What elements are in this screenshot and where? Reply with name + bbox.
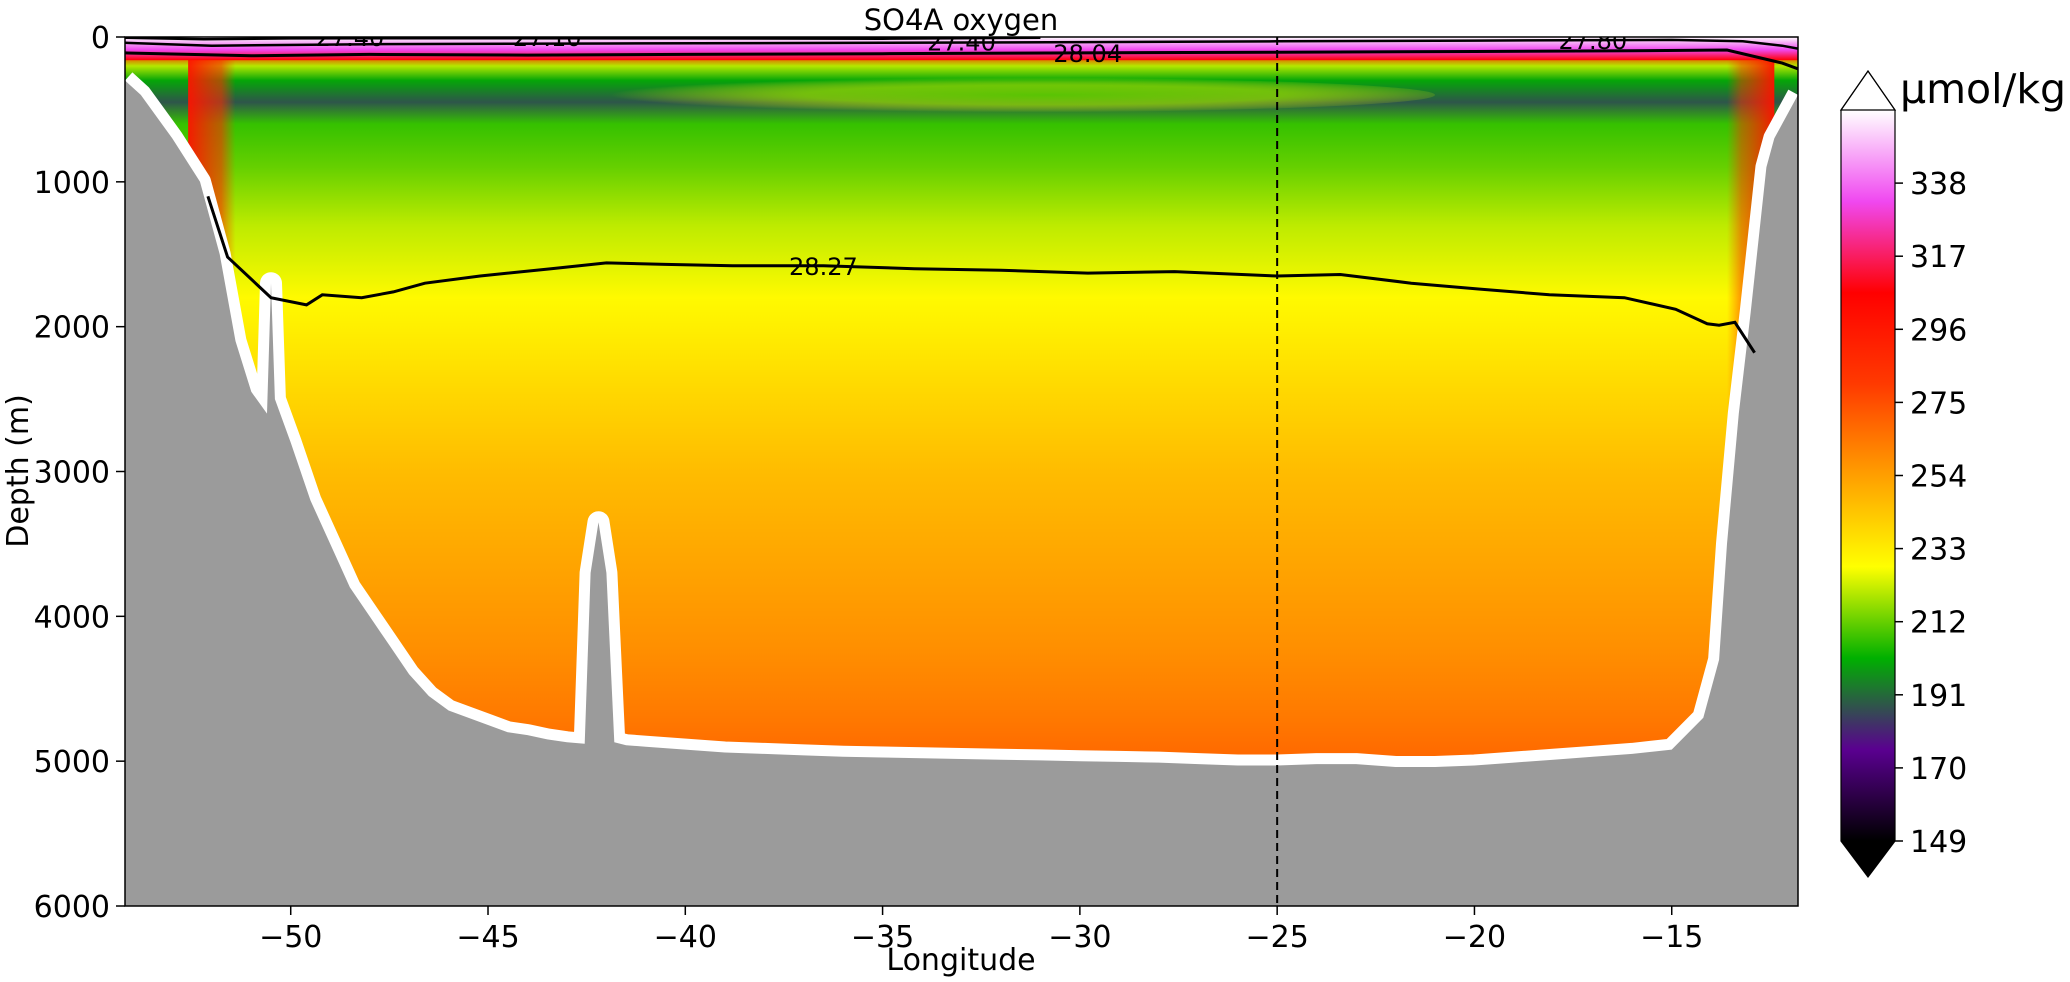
- contour-label: 27.80: [1558, 27, 1627, 55]
- y-tick-label: 6000: [34, 890, 110, 925]
- y-tick-label: 5000: [34, 745, 110, 780]
- x-tick-label: −15: [1640, 920, 1703, 955]
- oxygen-minimum-layer: [566, 77, 1435, 113]
- colorbar-tick-label: 191: [1910, 679, 1967, 714]
- colorbar-tick-label: 233: [1910, 533, 1967, 568]
- contour-labels: 27.40 27.10 27.40 28.04 27.80 28.27: [316, 24, 1628, 281]
- colorbar-tick-label: 275: [1910, 386, 1967, 421]
- isopycnal-27-80: [125, 38, 1798, 50]
- y-tick-label: 0: [91, 21, 110, 56]
- colorbar-ticks: 149 170 191 212 233 254 275 296 317 338: [1895, 167, 1967, 860]
- y-axis-label: Depth (m): [1, 394, 36, 548]
- bathymetry: [125, 80, 1798, 906]
- x-axis: −50 −45 −40 −35 −30 −25 −20 −15: [259, 906, 1703, 955]
- colorbar-tick-label: 170: [1910, 752, 1967, 787]
- chart-title: SO4A oxygen: [864, 3, 1059, 37]
- colorbar-extend-max: [1839, 69, 1897, 111]
- plot-area: 27.40 27.10 27.40 28.04 27.80 28.27: [125, 24, 1798, 906]
- colorbar-body: [1841, 110, 1895, 841]
- x-axis-label: Longitude: [886, 943, 1035, 978]
- colorbar: 149 170 191 212 233 254 275 296 317 338 µmol/kg: [1839, 65, 2066, 878]
- y-tick-label: 4000: [34, 600, 110, 635]
- contour-label: 28.04: [1053, 40, 1122, 68]
- colorbar-tick-label: 317: [1910, 240, 1967, 275]
- x-tick-label: −25: [1246, 920, 1309, 955]
- y-tick-label: 2000: [34, 311, 110, 346]
- x-tick-label: −50: [259, 920, 322, 955]
- colorbar-tick-label: 212: [1910, 606, 1967, 641]
- contour-label: 27.40: [316, 24, 385, 52]
- colorbar-tick-label: 338: [1910, 167, 1967, 202]
- colorbar-unit: µmol/kg: [1900, 65, 2066, 113]
- x-tick-label: −20: [1443, 920, 1506, 955]
- colorbar-tick-label: 149: [1910, 825, 1967, 860]
- x-tick-label: −45: [456, 920, 519, 955]
- isopycnal-27-40: [125, 37, 1041, 41]
- colorbar-tick-label: 296: [1910, 313, 1967, 348]
- x-tick-label: −35: [851, 920, 914, 955]
- y-axis: 0 1000 2000 3000 4000 5000 6000: [34, 21, 125, 925]
- x-tick-label: −40: [654, 920, 717, 955]
- contour-label: 27.10: [513, 24, 582, 52]
- colorbar-tick-label: 254: [1910, 460, 1967, 495]
- y-tick-label: 1000: [34, 166, 110, 201]
- isopycnal-28-04: [125, 48, 1798, 71]
- isopycnal-28-27: [206, 195, 1756, 354]
- contour-label: 27.40: [927, 28, 996, 56]
- colorbar-extend-min: [1841, 841, 1895, 877]
- x-tick-label: −30: [1048, 920, 1111, 955]
- contour-label: 28.27: [789, 253, 858, 281]
- y-tick-label: 3000: [34, 456, 110, 491]
